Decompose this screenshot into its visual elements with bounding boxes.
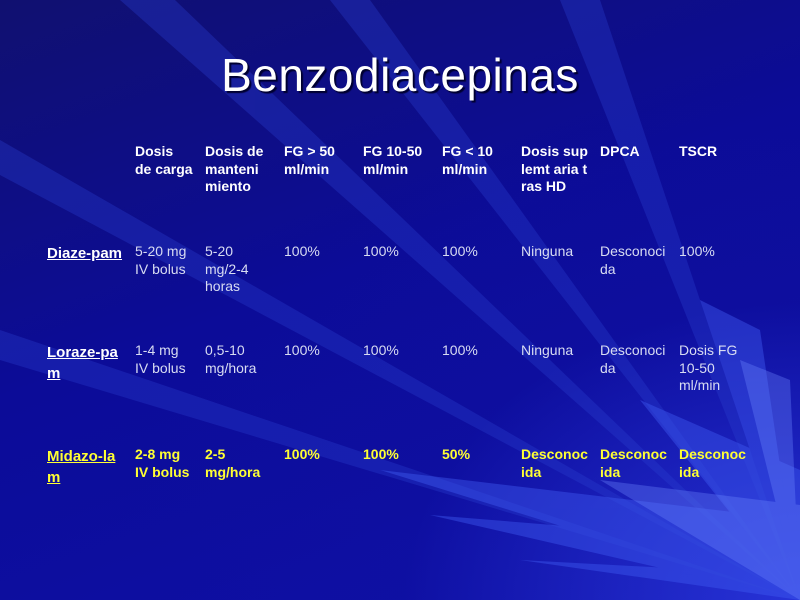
table-row: Midazo-lam 2-8 mg IV bolus 2-5 mg/hora 1… [41,442,752,526]
header-cell: FG 10-50 ml/min [363,143,423,177]
header-cell: Dosis suplemt aria tras HD [521,143,588,194]
table-cell: Desconocida [600,446,667,480]
table-cell: 2-5 mg/hora [205,446,261,480]
header-cell-empty [41,139,129,239]
table-cell: 100% [679,243,715,259]
header-cell: Dosis de carga [135,143,193,177]
table-row: Loraze-pam 1-4 mg IV bolus 0,5-10 mg/hor… [41,338,752,442]
table-cell: 100% [442,342,478,358]
table-cell: Desconocida [600,243,666,277]
slide-title: Benzodiacepinas [221,49,579,101]
table-cell: 100% [284,342,320,358]
header-cell: FG > 50 ml/min [284,143,335,177]
header-cell: Dosis de manteni miento [205,143,264,194]
table-cell: Ninguna [521,342,574,358]
table-cell: 50% [442,446,471,462]
header-cell: FG < 10 ml/min [442,143,493,177]
table-cell: 100% [363,243,399,259]
table-cell: 100% [363,342,399,358]
table-cell: Desconocida [600,342,666,376]
table-cell: 5-20 mg IV bolus [135,243,187,277]
table-cell: 100% [442,243,478,259]
table-cell: 100% [284,243,320,259]
table-cell: 5-20 mg/2-4 horas [205,243,249,294]
benzodiazepine-table: Dosis de carga Dosis de manteni miento F… [41,139,752,526]
table-cell: Desconocida [679,446,746,480]
table-cell: Ninguna [521,243,574,259]
row-header: Midazo-lam [47,448,116,486]
table-cell: Dosis FG 10-50 ml/min [679,342,738,393]
header-row: Dosis de carga Dosis de manteni miento F… [41,139,752,239]
table-cell: 100% [363,446,399,462]
row-header: Loraze-pam [47,344,118,382]
table-row: Diaze-pam 5-20 mg IV bolus 5-20 mg/2-4 h… [41,239,752,338]
table-cell: 2-8 mg IV bolus [135,446,190,480]
table-cell: 1-4 mg IV bolus [135,342,186,376]
table-cell: Desconocida [521,446,588,480]
header-cell: DPCA [600,143,640,159]
table-cell: 100% [284,446,320,462]
header-cell: TSCR [679,143,718,159]
row-header: Diaze-pam [47,245,123,262]
table-cell: 0,5-10 mg/hora [205,342,257,376]
